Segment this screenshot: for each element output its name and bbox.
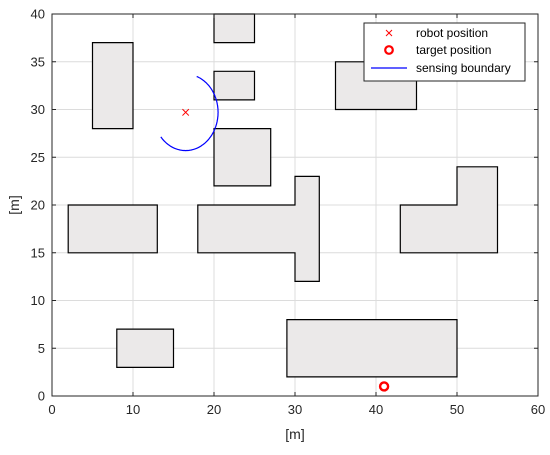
y-tick-label: 20	[31, 198, 45, 213]
x-tick-label: 30	[288, 402, 302, 417]
x-tick-label: 40	[369, 402, 383, 417]
obstacle-3	[213, 70, 256, 101]
obstacle-1	[91, 41, 134, 130]
obstacle-2	[213, 13, 256, 44]
y-tick-label: 40	[31, 7, 45, 22]
legend-label-robot: robot position	[416, 26, 488, 40]
y-tick-label: 5	[38, 341, 45, 356]
obstacle-9	[116, 328, 175, 368]
legend-label-target: target position	[416, 43, 491, 57]
y-tick-label: 35	[31, 54, 45, 69]
sensing-boundary-arc	[160, 75, 219, 152]
legend-label-boundary: sensing boundary	[416, 61, 511, 75]
obstacle-8	[399, 166, 499, 254]
obstacle-6	[67, 204, 158, 254]
obstacle-7	[197, 175, 320, 282]
target-position-marker	[378, 381, 390, 392]
y-axis-label: [m]	[6, 195, 22, 214]
y-tick-label: 10	[31, 293, 45, 308]
y-tick-label: 30	[31, 102, 45, 117]
y-tick-label: 0	[38, 389, 45, 404]
legend-box	[363, 22, 526, 82]
legend-robot-marker	[385, 29, 393, 37]
y-tick-label: 25	[31, 150, 45, 165]
obstacle-4	[213, 128, 272, 187]
obstacle-10	[286, 319, 458, 378]
x-axis-label: [m]	[285, 426, 304, 442]
legend-target-marker	[384, 45, 394, 55]
x-tick-label: 10	[126, 402, 140, 417]
robot-position-marker	[182, 108, 190, 116]
x-tick-label: 50	[450, 402, 464, 417]
x-tick-label: 20	[207, 402, 221, 417]
x-tick-label: 0	[48, 402, 55, 417]
y-tick-label: 15	[31, 245, 45, 260]
x-tick-label: 60	[531, 402, 545, 417]
